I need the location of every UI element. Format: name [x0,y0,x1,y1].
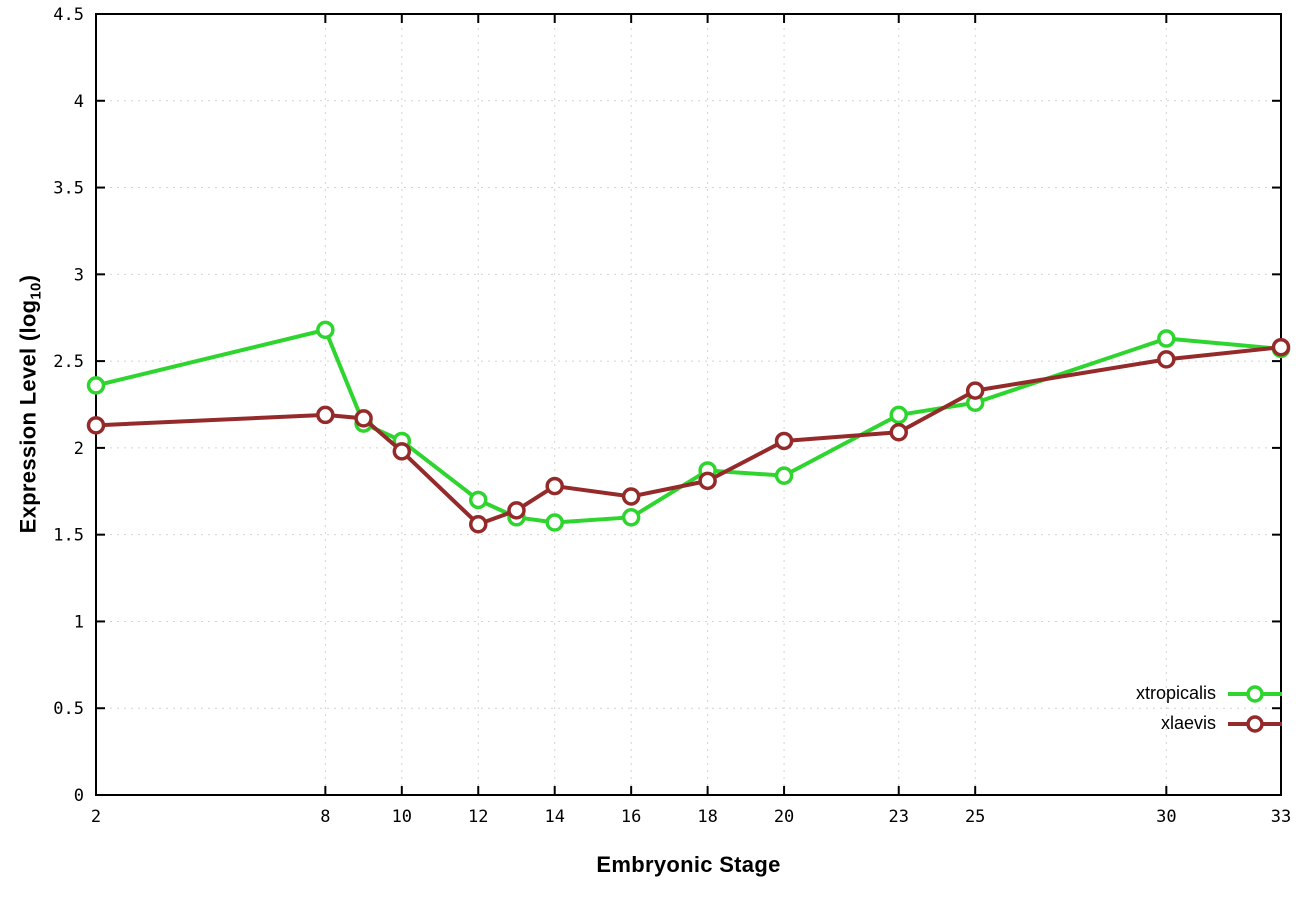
legend-item: xtropicalis [1136,683,1284,704]
data-point-xtropicalis [469,490,488,510]
x-tick-label: 12 [468,807,488,827]
x-tick-label: 16 [621,807,641,827]
data-point-xlaevis [965,381,985,400]
y-axis-label-text: Expression Level (log [15,299,41,534]
y-axis-label-close: ) [15,274,41,283]
y-tick-label: 2.5 [53,352,84,372]
x-tick-label: 30 [1156,807,1176,827]
y-tick-label: 4.5 [53,5,84,25]
data-point-xlaevis [889,423,908,442]
data-point-xtropicalis [1157,329,1176,348]
x-tick-label: 23 [888,807,908,827]
x-tick-label: 33 [1271,807,1291,827]
y-tick-label: 2 [74,439,84,459]
data-point-xlaevis [507,501,526,520]
y-axis-label: Expression Level (log10) [15,275,44,534]
data-point-xlaevis [469,515,488,534]
data-point-xtropicalis [86,376,106,395]
data-point-xlaevis [316,405,335,425]
legend-label: xtropicalis [1135,683,1216,703]
data-point-xlaevis [1271,337,1291,357]
data-point-xtropicalis [774,466,794,485]
x-tick-label: 25 [965,807,985,827]
data-point-xtropicalis [621,508,641,527]
x-tick-label: 8 [320,807,330,827]
data-point-xlaevis [1157,350,1176,369]
data-point-xlaevis [392,442,412,461]
x-axis-label: Embryonic Stage [596,852,781,877]
y-tick-label: 1.5 [53,526,84,546]
x-tick-label: 20 [774,807,794,827]
legend-label: xlaevis [1160,713,1216,733]
y-axis-label-subscript: 10 [27,282,45,300]
x-tick-label: 14 [544,807,564,827]
x-tick-label: 10 [392,807,412,827]
legend-item: xlaevis [1161,713,1284,734]
data-point-xlaevis [621,487,641,506]
data-point-xlaevis [86,416,106,435]
x-tick-label: 2 [91,807,101,827]
data-point-xtropicalis [316,320,335,340]
data-point-xlaevis [354,409,373,428]
series-line-xtropicalis [94,327,1283,525]
y-tick-label: 0.5 [53,699,84,719]
y-tick-label: 3 [74,265,84,285]
data-point-xtropicalis [889,405,908,425]
y-tick-label: 4 [74,92,84,112]
y-tick-label: 1 [74,612,84,632]
legend-line-marker-icon [1228,684,1282,703]
y-tick-label: 0 [74,786,84,806]
legend: xtropicalis xlaevis [1136,683,1284,734]
data-point-xlaevis [545,476,564,496]
legend-line-marker-icon [1228,714,1282,733]
data-point-xlaevis [698,471,717,491]
data-point-xlaevis [774,431,794,451]
series-line-xlaevis [94,345,1283,527]
y-tick-label: 3.5 [53,179,84,199]
x-tick-label: 18 [697,807,717,827]
data-point-xtropicalis [545,513,564,532]
